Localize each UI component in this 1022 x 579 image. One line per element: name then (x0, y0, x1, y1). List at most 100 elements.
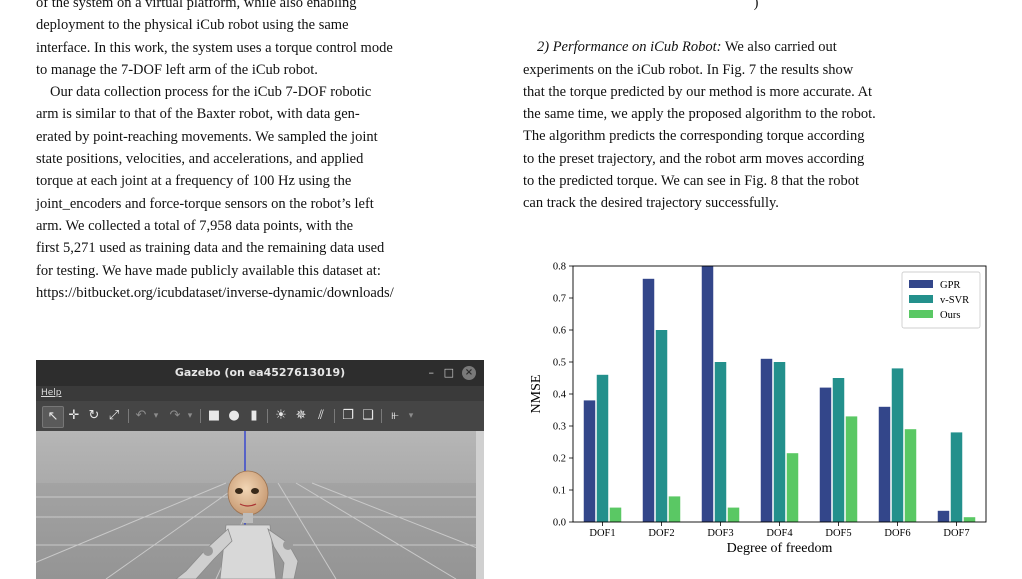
paragraph-simulation: of the system on a virtual platform, whi… (36, 0, 501, 81)
toolbar-divider (381, 409, 382, 423)
text-line: the same time, we apply the proposed alg… (523, 106, 876, 123)
gazebo-titlebar: Gazebo (on ea4527613019) (36, 360, 484, 386)
gazebo-viewport[interactable] (36, 431, 484, 579)
scene-render (36, 431, 484, 579)
text-line: erated by point-reaching movements. We s… (36, 128, 378, 145)
select-arrow-icon[interactable]: ↖ (42, 406, 64, 428)
robot-mouth (239, 503, 257, 507)
text-line: joint_encoders and force-torque sensors … (36, 195, 374, 212)
align-icon[interactable]: ⫦ (391, 408, 399, 423)
x-tick-label: DOF3 (707, 528, 733, 539)
toolbar-divider (128, 409, 129, 423)
bar-ours-dof7 (963, 517, 976, 522)
y-tick-label: 0.4 (553, 390, 567, 401)
y-tick-label: 0.3 (553, 422, 566, 433)
bar-v-svr-dof6 (891, 368, 904, 522)
chart-root: 0.0 0.1 0.2 0.3 0.4 0.5 0.6 0.7 0.8 DOF1 DOF2 DOF3 D… (529, 262, 987, 556)
text-line: state positions, velocities, and acceler… (36, 151, 364, 168)
bar-v-svr-dof1 (596, 374, 609, 522)
legend-swatch (909, 280, 933, 288)
text-line: deployment to the physical iCub robot us… (36, 17, 349, 34)
legend-label: GPR (940, 280, 960, 291)
scale-icon[interactable]: ⤢ (108, 408, 120, 423)
undo-icon[interactable]: ↶ (135, 408, 147, 423)
robot-joint (203, 546, 213, 556)
sphere-shape-icon[interactable]: ● (228, 408, 240, 423)
y-tick-label: 0.1 (553, 486, 566, 497)
bar-v-svr-dof7 (950, 432, 963, 522)
left-column: of the system on a virtual platform, whi… (36, 0, 501, 304)
bar-gpr-dof7 (937, 510, 950, 522)
toolbar-divider (200, 409, 201, 423)
point-light-icon[interactable]: ☀ (275, 408, 287, 423)
bar-v-svr-dof5 (832, 378, 845, 522)
y-tick-label: 0.7 (553, 294, 566, 305)
x-tick-label: DOF7 (943, 528, 969, 539)
x-tick-label: DOF4 (766, 528, 793, 539)
box-shape-icon[interactable]: ■ (207, 408, 221, 423)
bar-v-svr-dof3 (714, 362, 727, 522)
robot-joint (283, 540, 293, 550)
legend-label: v-SVR (940, 295, 969, 306)
bar-gpr-dof4 (760, 358, 773, 522)
robot-head (227, 470, 269, 516)
undo-dropdown-icon[interactable]: ▾ (153, 411, 159, 421)
text-line: We also carried out (721, 39, 837, 56)
text-line: experiments on the iCub robot. In Fig. 7… (523, 61, 854, 78)
align-dropdown-icon[interactable]: ▾ (408, 411, 414, 421)
text-line: can track the desired trajectory success… (523, 195, 779, 212)
maximize-icon[interactable]: □ (443, 366, 454, 379)
gazebo-window: Gazebo (on ea4527613019) – □ × Help ↖ ✛ … (36, 360, 484, 579)
bar-ours-dof3 (727, 507, 740, 522)
legend-swatch (909, 310, 933, 318)
bar-ours-dof1 (609, 507, 622, 522)
right-column: ) 2) Performance on iCub Robot: We also … (523, 0, 989, 215)
copy-icon[interactable]: ❐ (342, 408, 354, 423)
text-line: arm. We collected a total of 7,958 data … (36, 217, 354, 234)
bar-v-svr-dof4 (773, 362, 786, 522)
bar-ours-dof4 (786, 453, 799, 522)
paste-icon[interactable]: ❑ (362, 408, 374, 423)
y-tick-label: 0.5 (553, 358, 566, 369)
robot-neck (243, 513, 253, 523)
translate-icon[interactable]: ✛ (68, 408, 80, 423)
icub-robot (175, 470, 299, 579)
bar-ours-dof5 (845, 416, 858, 522)
close-icon[interactable]: × (462, 366, 476, 380)
y-tick-label: 0.0 (553, 518, 566, 529)
spot-light-icon[interactable]: ✵ (295, 408, 307, 423)
gazebo-menubar: Help (36, 386, 484, 401)
text-line: for testing. We have made publicly avail… (36, 262, 381, 279)
redo-icon[interactable]: ↷ (169, 408, 181, 423)
gazebo-toolbar: ↖ ✛ ↻ ⤢ ↶ ▾ ↷ ▾ ■ ● ▮ ☀ ✵ ⫽ ❐ ❑ ⫦ ▾ (36, 401, 484, 432)
minimize-icon[interactable]: – (428, 366, 435, 379)
x-tick-label: DOF5 (825, 528, 851, 539)
text-line: The algorithm predicts the corresponding… (523, 128, 865, 145)
rotate-icon[interactable]: ↻ (88, 408, 100, 423)
bar-gpr-dof2 (642, 278, 655, 522)
text-fragment: ) (753, 0, 759, 11)
robot-eye-right (251, 488, 259, 494)
y-axis-label: NMSE (529, 375, 544, 414)
text-line: to the preset trajectory, and the robot … (523, 150, 865, 167)
bar-gpr-dof5 (819, 387, 832, 522)
robot-eye-left (235, 488, 243, 494)
text-line: Our data collection process for the iCub… (50, 84, 372, 101)
nmse-bar-chart: 0.0 0.1 0.2 0.3 0.4 0.5 0.6 0.7 0.8 DOF1 DOF2 DOF3 D… (529, 262, 987, 556)
bar-gpr-dof3 (701, 266, 714, 522)
redo-dropdown-icon[interactable]: ▾ (187, 411, 193, 421)
viewport-scrollbar[interactable] (476, 431, 484, 579)
menu-help[interactable]: Help (41, 388, 62, 398)
directional-light-icon[interactable]: ⫽ (318, 408, 324, 423)
cylinder-shape-icon[interactable]: ▮ (250, 408, 258, 423)
paragraph-icub-performance: 2) Performance on iCub Robot: We also ca… (523, 36, 989, 214)
text-line: to manage the 7-DOF left arm of the iCub… (36, 61, 318, 78)
text-line: of the system on a virtual platform, whi… (36, 0, 357, 11)
dataset-link[interactable]: https://bitbucket.org/icubdataset/invers… (36, 284, 394, 301)
x-tick-label: DOF6 (884, 528, 910, 539)
legend-swatch (909, 295, 933, 303)
text-line: first 5,271 used as training data and th… (36, 240, 385, 257)
toolbar-divider (334, 409, 335, 423)
bar-gpr-dof1 (583, 400, 596, 522)
text-line: to the predicted torque. We can see in F… (523, 173, 859, 190)
